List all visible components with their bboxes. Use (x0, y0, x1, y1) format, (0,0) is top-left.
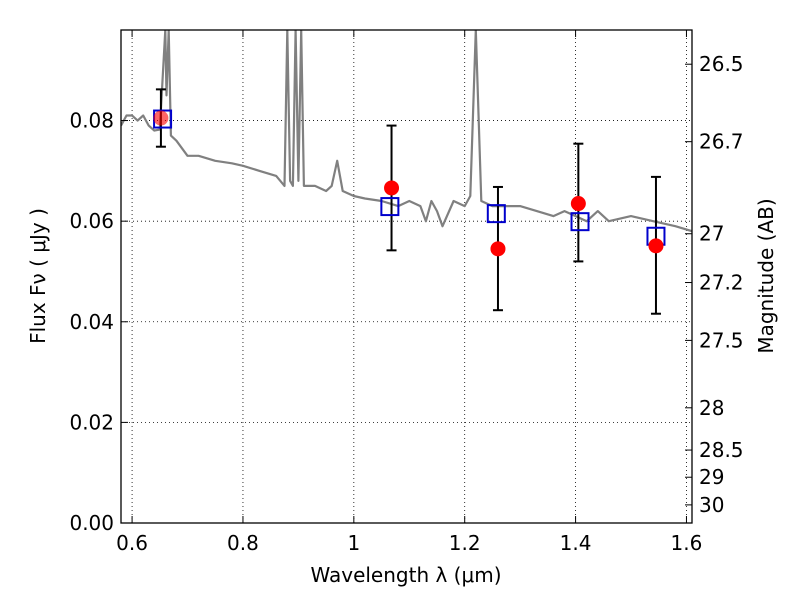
axis-ticks (121, 30, 692, 524)
observed-points-layer (153, 110, 664, 257)
observed-point (384, 180, 400, 196)
x-tick-label: 0.6 (116, 531, 148, 555)
x-tick-label: 1.6 (671, 531, 703, 555)
y2-tick-label: 26.5 (699, 52, 744, 76)
model-point (486, 204, 506, 224)
x-tick-labels: 0.6 0.8 1 1.2 1.4 1.6 (116, 531, 702, 555)
y2-tick-label: 27 (699, 222, 724, 246)
spectrum-line (121, 30, 692, 233)
model-point (380, 197, 400, 217)
y2-tick-label: 30 (699, 493, 724, 517)
plot-frame (120, 29, 693, 524)
y2-axis-label: Magnitude (AB) (754, 198, 778, 353)
observed-point (490, 241, 506, 257)
y-tick-label: 0.02 (69, 410, 114, 434)
y2-tick-label: 29 (699, 465, 724, 489)
model-points-layer (153, 109, 666, 246)
y2-tick-label: 27.5 (699, 328, 744, 352)
y-axis-label: Flux Fν ( μJy ) (26, 208, 50, 344)
y-tick-labels: 0.00 0.02 0.04 0.06 0.08 (69, 109, 114, 535)
spectrum-layer (121, 30, 692, 233)
y2-tick-labels: 26.5 26.7 27 27.2 27.5 28 28.5 29 30 (699, 52, 744, 517)
y2-tick-label: 26.7 (699, 130, 744, 154)
x-tick-label: 1.4 (560, 531, 592, 555)
y2-tick-label: 27.2 (699, 271, 744, 295)
x-tick-label: 1.2 (449, 531, 481, 555)
x-axis-label: Wavelength λ (μm) (310, 563, 501, 587)
model-point (570, 212, 590, 232)
y2-tick-label: 28 (699, 396, 724, 420)
observed-point (648, 238, 664, 254)
x-tick-label: 0.8 (227, 531, 259, 555)
observed-point (570, 196, 586, 212)
observed-point (153, 110, 169, 126)
y-tick-label: 0.06 (69, 209, 114, 233)
x-tick-label: 1 (347, 531, 360, 555)
grid-lines (121, 30, 692, 524)
y2-tick-label: 28.5 (699, 438, 744, 462)
y-tick-label: 0.08 (69, 109, 114, 133)
y-tick-label: 0.04 (69, 310, 114, 334)
y-tick-label: 0.00 (69, 511, 114, 535)
